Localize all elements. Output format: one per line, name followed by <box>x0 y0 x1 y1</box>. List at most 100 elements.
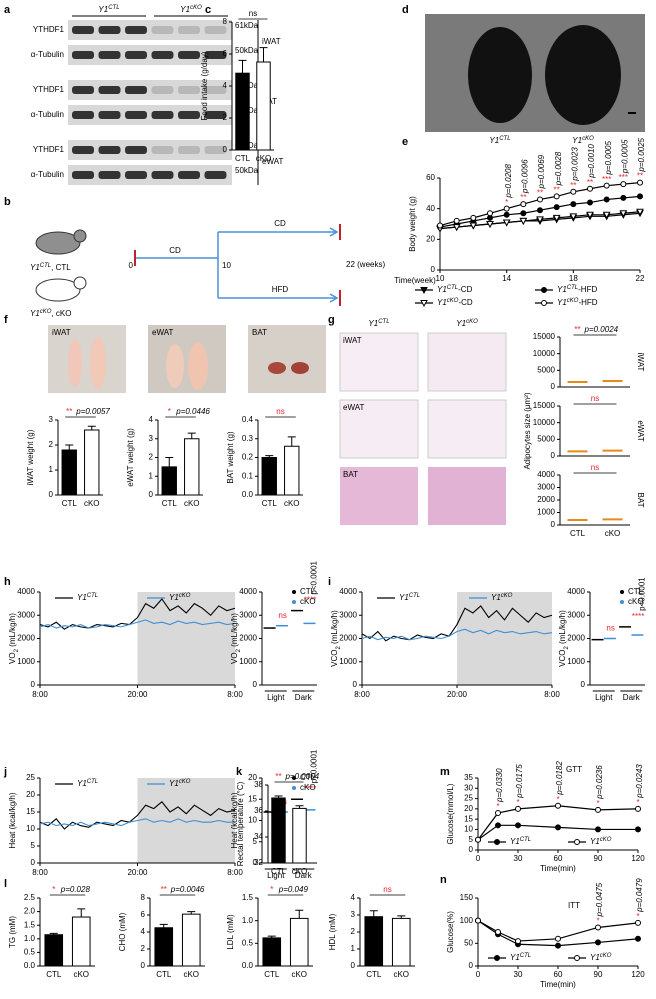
side-label: BAT <box>636 493 645 508</box>
significance: ** <box>520 193 526 202</box>
y-tick-label: 15 <box>248 794 257 803</box>
y-tick-label: 2000 <box>17 634 35 643</box>
significance: ** <box>275 772 281 781</box>
text-part: Y1 <box>590 953 600 962</box>
p-value: p=0.0475 <box>595 882 604 917</box>
genotype-label: Y1cKO <box>180 5 202 15</box>
error-bar <box>187 432 196 439</box>
mouse-head <box>73 276 87 290</box>
text-part: Y1 <box>557 298 567 307</box>
text-part: VO <box>8 652 17 664</box>
y-tick-label: 6 <box>141 910 146 919</box>
y-tick-label: 2.0 <box>24 907 36 916</box>
y-tick-label: 3000 <box>339 610 357 619</box>
significance: ** <box>587 178 593 187</box>
significance: **** <box>304 784 316 793</box>
legend-label: Y1cKO-HFD <box>557 298 598 308</box>
y-tick-label: 0 <box>551 451 556 460</box>
legend-label: Y1cKO <box>169 779 191 789</box>
data-point <box>495 809 501 816</box>
y-tick-label: 5 <box>253 837 258 846</box>
text-part: cKO <box>190 5 202 11</box>
legend-marker <box>292 590 296 594</box>
legend-marker <box>620 590 624 594</box>
x-tick-label: 10 <box>436 274 445 283</box>
blot-band <box>151 86 174 94</box>
text-part: Y1 <box>510 837 520 846</box>
y-tick-label: 0.4 <box>242 415 254 424</box>
data-point <box>503 211 510 218</box>
x-tick-label: Dark <box>295 693 313 702</box>
y-axis-label: Glucose(mmol/L) <box>446 783 455 844</box>
blot-band <box>151 26 174 34</box>
panel-letter: j <box>3 766 7 778</box>
y-tick-label: 1.5 <box>24 920 36 929</box>
y-tick-label: 1.5 <box>242 893 254 902</box>
error-bar <box>265 455 274 458</box>
y-tick-label: 10 <box>464 825 473 834</box>
y-tick-label: 15000 <box>533 332 556 341</box>
y-tick-label: 0 <box>253 858 258 867</box>
bar <box>262 937 282 967</box>
y-axis-label: Adipocytes size (μm²) <box>523 392 532 469</box>
blot-band <box>125 171 147 179</box>
mouse-label: Y1CTL, CTL <box>30 263 71 273</box>
row-label: BAT <box>343 470 358 479</box>
legend-marker <box>494 955 500 961</box>
x-tick-label: 8:00 <box>227 868 243 877</box>
side-label: iWAT <box>636 353 645 372</box>
data-point <box>519 217 528 225</box>
column-label: Y1CTL <box>368 319 389 329</box>
y-tick-label: 0.1 <box>242 471 254 480</box>
y-tick-label: 20 <box>26 790 35 799</box>
y-tick-label: 2000 <box>537 495 555 504</box>
legend-marker <box>420 287 428 295</box>
row-label: eWAT <box>343 403 364 412</box>
y-tick-label: 0 <box>581 680 586 689</box>
bar <box>364 916 384 967</box>
bar <box>391 917 411 967</box>
text-part: CTL <box>567 285 578 291</box>
blot-row <box>68 20 232 40</box>
protein-label: α-Tubulin <box>31 110 64 119</box>
data-point <box>635 935 641 942</box>
significance: **** <box>632 612 644 621</box>
y-tick-label: 0.5 <box>242 938 254 947</box>
data-point <box>602 211 611 219</box>
bar <box>184 438 200 496</box>
panel-letter: g <box>328 314 335 326</box>
x-tick-label: cKO <box>393 970 409 979</box>
p-value: p=0.0028 <box>554 151 563 186</box>
bar <box>271 797 286 864</box>
y-axis-label: iWAT weight (g) <box>26 429 35 485</box>
y-tick-label: 0 <box>49 490 54 499</box>
y-tick-label: 8 <box>223 17 228 26</box>
y-tick-label: 10 <box>26 824 35 833</box>
significance: *** <box>619 173 628 182</box>
y-tick-label: 0 <box>551 382 556 391</box>
blot-band <box>151 171 174 179</box>
blot-row <box>68 45 232 65</box>
blot-band <box>204 146 227 154</box>
blot-band <box>125 26 147 34</box>
text-part: CTL <box>378 319 389 325</box>
x-tick-label: CTL <box>264 970 280 979</box>
error-bar <box>369 910 378 917</box>
blot-band <box>72 51 94 59</box>
data-point <box>487 210 493 217</box>
x-tick-label: 8:00 <box>544 690 560 699</box>
legend-marker <box>292 600 296 604</box>
y-axis-label: Heat (kcal/kg/h) <box>8 792 17 848</box>
y-tick-label: 1.0 <box>24 934 36 943</box>
time-label: 0 <box>129 261 134 270</box>
text-part: Y1 <box>30 309 40 318</box>
data-point <box>620 181 627 188</box>
x-tick-label: 30 <box>514 854 523 863</box>
y-tick-label: 0 <box>353 680 358 689</box>
data-point <box>586 211 594 219</box>
legend-marker <box>292 786 296 790</box>
y-tick-label: 0 <box>469 845 474 854</box>
error-bar <box>77 908 86 918</box>
trace-line <box>39 818 235 827</box>
diet-label: CD <box>274 219 286 228</box>
